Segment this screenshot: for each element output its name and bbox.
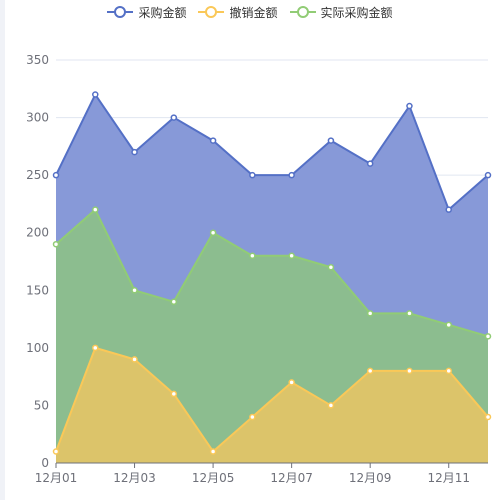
legend-line-circle-icon	[107, 6, 134, 18]
data-point	[327, 137, 335, 144]
x-tick-label: 12月01	[35, 471, 78, 485]
data-point	[209, 229, 217, 236]
data-point	[445, 321, 452, 329]
y-tick-label: 350	[26, 53, 49, 67]
data-point	[288, 252, 295, 259]
y-tick-label: 300	[26, 111, 49, 125]
data-point	[249, 171, 256, 179]
legend-label: 实际采购金额	[320, 5, 393, 20]
y-tick-label: 50	[34, 398, 49, 412]
series-line-1	[55, 208, 489, 338]
y-tick-label: 100	[26, 341, 49, 355]
data-point	[484, 171, 492, 179]
data-point	[327, 264, 335, 271]
x-tick-label: 12月09	[349, 471, 392, 485]
data-point	[484, 413, 492, 421]
data-point	[131, 148, 138, 156]
data-point	[249, 413, 256, 421]
data-point	[92, 91, 99, 98]
legend-label: 采购金额	[138, 5, 187, 20]
legend-label: 撤销金额	[229, 5, 278, 20]
y-tick-label: 150	[26, 283, 49, 297]
data-point	[52, 448, 60, 455]
data-point	[249, 252, 256, 259]
chart-legend: 采购金额 撤销金额 实际采购金额	[0, 2, 500, 22]
data-point	[92, 206, 99, 213]
data-point	[170, 390, 178, 398]
data-point	[209, 137, 217, 144]
data-point	[327, 402, 335, 409]
data-point	[366, 310, 374, 317]
left-panel-edge	[0, 0, 5, 500]
legend-line-circle-icon	[289, 6, 316, 18]
data-point	[52, 171, 60, 179]
x-tick-label: 12月05	[192, 471, 235, 485]
data-point	[406, 367, 413, 375]
data-point	[209, 448, 217, 455]
data-point	[366, 160, 374, 167]
data-point	[406, 102, 413, 110]
y-tick-label: 250	[26, 168, 49, 182]
data-point	[445, 367, 452, 375]
data-point	[288, 379, 295, 386]
y-tick-label: 0	[41, 456, 49, 470]
data-point	[52, 240, 60, 248]
data-point	[366, 367, 374, 375]
area-fill-2	[56, 347, 488, 463]
data-point	[170, 114, 178, 121]
data-point	[170, 298, 178, 306]
data-point	[131, 356, 138, 363]
legend-line-circle-icon	[198, 6, 225, 18]
legend-item-cancel[interactable]: 撤销金额	[198, 4, 278, 21]
series-line-0	[55, 93, 489, 211]
x-tick-label: 12月07	[270, 471, 313, 485]
series-line-2	[55, 346, 489, 453]
data-point	[445, 206, 452, 213]
x-tick-label: 12月03	[113, 471, 156, 485]
data-point	[131, 287, 138, 294]
data-point	[484, 333, 492, 340]
legend-item-purchase[interactable]: 采购金额	[107, 4, 186, 21]
data-point	[406, 310, 413, 317]
data-point	[92, 344, 99, 352]
data-point	[288, 171, 295, 179]
y-tick-label: 200	[26, 226, 49, 240]
x-tick-label: 12月11	[427, 471, 470, 485]
legend-item-actual[interactable]: 实际采购金额	[289, 4, 393, 21]
